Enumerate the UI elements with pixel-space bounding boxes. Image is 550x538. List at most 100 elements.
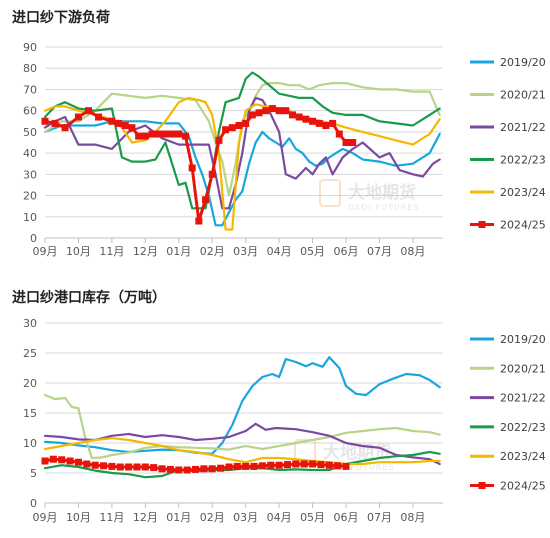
data-point-marker (116, 463, 124, 471)
x-tick-label: 09月 (33, 245, 58, 258)
x-tick-label: 04月 (267, 511, 292, 524)
data-point-marker (288, 111, 296, 119)
y-tick-label: 0 (30, 497, 37, 510)
x-tick-label: 06月 (334, 245, 359, 258)
y-tick-label: 15 (23, 407, 37, 420)
legend-label: 2020/21 (500, 362, 546, 375)
data-point-marker (108, 462, 116, 470)
data-point-marker (282, 107, 290, 115)
data-point-marker (309, 117, 317, 125)
data-point-marker (329, 119, 337, 127)
legend-item: 2021/22 (470, 392, 546, 405)
watermark-brand-cn: 大地期货 (348, 182, 416, 203)
data-point-marker (267, 461, 275, 469)
legend-swatch-marker (478, 221, 486, 228)
data-point-marker (349, 139, 357, 146)
legend-label: 2022/23 (500, 154, 546, 167)
legend-label: 2019/20 (500, 333, 546, 346)
legend-label: 2020/21 (500, 89, 546, 102)
y-tick-label: 40 (23, 147, 37, 160)
series-line (43, 81, 441, 197)
y-tick-label: 0 (30, 232, 37, 245)
data-point-marker (121, 122, 129, 130)
legend-item: 2023/24 (470, 186, 546, 199)
data-point-marker (49, 455, 57, 463)
legend-item: 2020/21 (470, 89, 546, 102)
data-point-marker (74, 113, 82, 121)
series-line (43, 120, 441, 227)
data-point-marker (302, 115, 310, 123)
x-tick-label: 02月 (200, 245, 225, 258)
data-point-marker (248, 111, 256, 119)
x-tick-label: 10月 (66, 245, 91, 258)
x-tick-label: 03月 (233, 511, 258, 524)
x-tick-label: 01月 (166, 245, 191, 258)
data-point-marker (66, 457, 74, 465)
legend-item: 2024/25 (470, 219, 546, 232)
legend-label: 2023/24 (500, 186, 546, 199)
data-point-marker (335, 130, 343, 138)
x-tick-label: 09月 (33, 511, 58, 524)
data-point-marker (258, 462, 266, 470)
legend-label: 2021/22 (500, 392, 546, 405)
x-tick-label: 01月 (166, 511, 191, 524)
y-tick-label: 5 (30, 467, 37, 480)
data-point-marker (148, 130, 156, 138)
data-point-marker (128, 124, 136, 132)
data-point-marker (315, 119, 323, 127)
legend-item: 2022/23 (470, 421, 546, 434)
data-point-marker (242, 119, 250, 127)
data-point-marker (208, 170, 216, 178)
y-tick-label: 60 (23, 105, 37, 118)
series-line (43, 96, 441, 210)
data-point-marker (181, 132, 189, 140)
data-point-marker (325, 461, 333, 469)
series-line (43, 356, 441, 455)
data-point-marker (141, 132, 149, 140)
data-point-marker (95, 113, 103, 121)
y-tick-label: 30 (23, 168, 37, 181)
data-point-marker (268, 105, 276, 113)
chart-1: 进口纱下游负荷 0 10 20 30 40 50 60 70 80 90 09月 10月 11月 12月 01… (12, 9, 546, 258)
series-2023/24 (43, 437, 441, 466)
data-point-marker (84, 107, 92, 115)
data-point-marker (222, 126, 230, 134)
data-point-marker (133, 463, 141, 471)
data-point-marker (217, 464, 225, 472)
data-point-marker (342, 139, 350, 146)
legend-item: 2024/25 (470, 480, 546, 493)
data-point-marker (292, 460, 300, 468)
data-point-marker (295, 113, 303, 121)
data-point-marker (168, 130, 176, 138)
y-tick-label: 25 (23, 347, 37, 360)
data-point-marker (233, 462, 241, 470)
data-point-marker (300, 460, 308, 468)
legend-item: 2019/20 (470, 56, 546, 69)
data-point-marker (262, 107, 270, 115)
x-tick-label: 04月 (267, 245, 292, 258)
series-2021/22 (43, 96, 441, 210)
data-point-marker (58, 456, 66, 464)
watermark-emblem (319, 179, 341, 207)
data-point-marker (275, 461, 283, 469)
legend-label: 2024/25 (500, 480, 546, 493)
watermark-brand-en: DADI FUTURES (348, 203, 419, 212)
series-2022/23 (43, 71, 441, 210)
data-point-marker (135, 132, 143, 140)
data-point-marker (192, 465, 200, 473)
watermark-brand-en: DADI FUTURES (323, 463, 394, 472)
x-tick-label: 10月 (66, 511, 91, 524)
legend-item: 2021/22 (470, 121, 546, 134)
data-point-marker (283, 461, 291, 469)
y-tick-label: 50 (23, 126, 37, 139)
data-point-marker (202, 196, 210, 204)
x-tick-label: 07月 (367, 511, 392, 524)
data-point-marker (125, 463, 133, 471)
data-point-marker (74, 458, 82, 466)
legend-label: 2021/22 (500, 121, 546, 134)
data-point-marker (108, 117, 116, 125)
legend-label: 2019/20 (500, 56, 546, 69)
